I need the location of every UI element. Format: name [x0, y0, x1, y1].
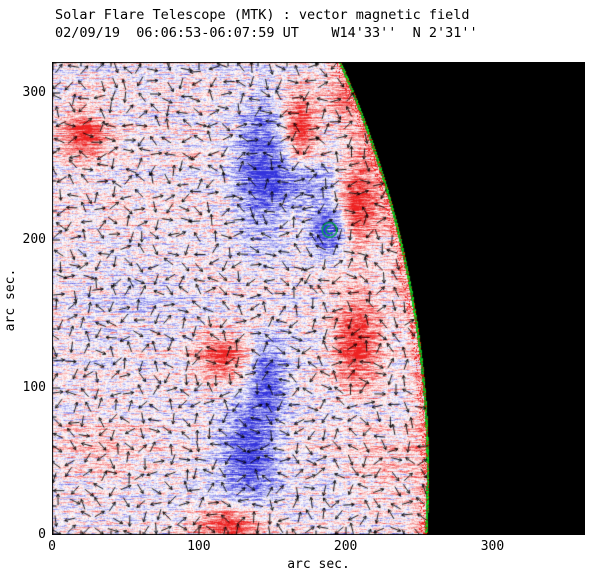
y-tick-label: 0 — [38, 527, 46, 542]
x-tick-label: 0 — [48, 539, 56, 554]
y-tick-label: 300 — [22, 84, 46, 100]
y-tick-label: 100 — [22, 379, 46, 395]
x-tick-label: 100 — [187, 539, 211, 554]
x-axis-label: arc sec. — [287, 557, 350, 572]
x-tick-label: 200 — [333, 539, 358, 554]
x-tick-label: 300 — [480, 539, 505, 554]
magnetogram-canvas — [52, 62, 585, 535]
plot-subtitle: 02/09/19 06:06:53-06:07:59 UT W14'33'' N… — [55, 25, 478, 41]
y-axis-label: arc sec. — [3, 268, 18, 332]
y-tick-label: 200 — [22, 232, 46, 248]
page-title: Solar Flare Telescope (MTK) : vector mag… — [55, 7, 470, 23]
